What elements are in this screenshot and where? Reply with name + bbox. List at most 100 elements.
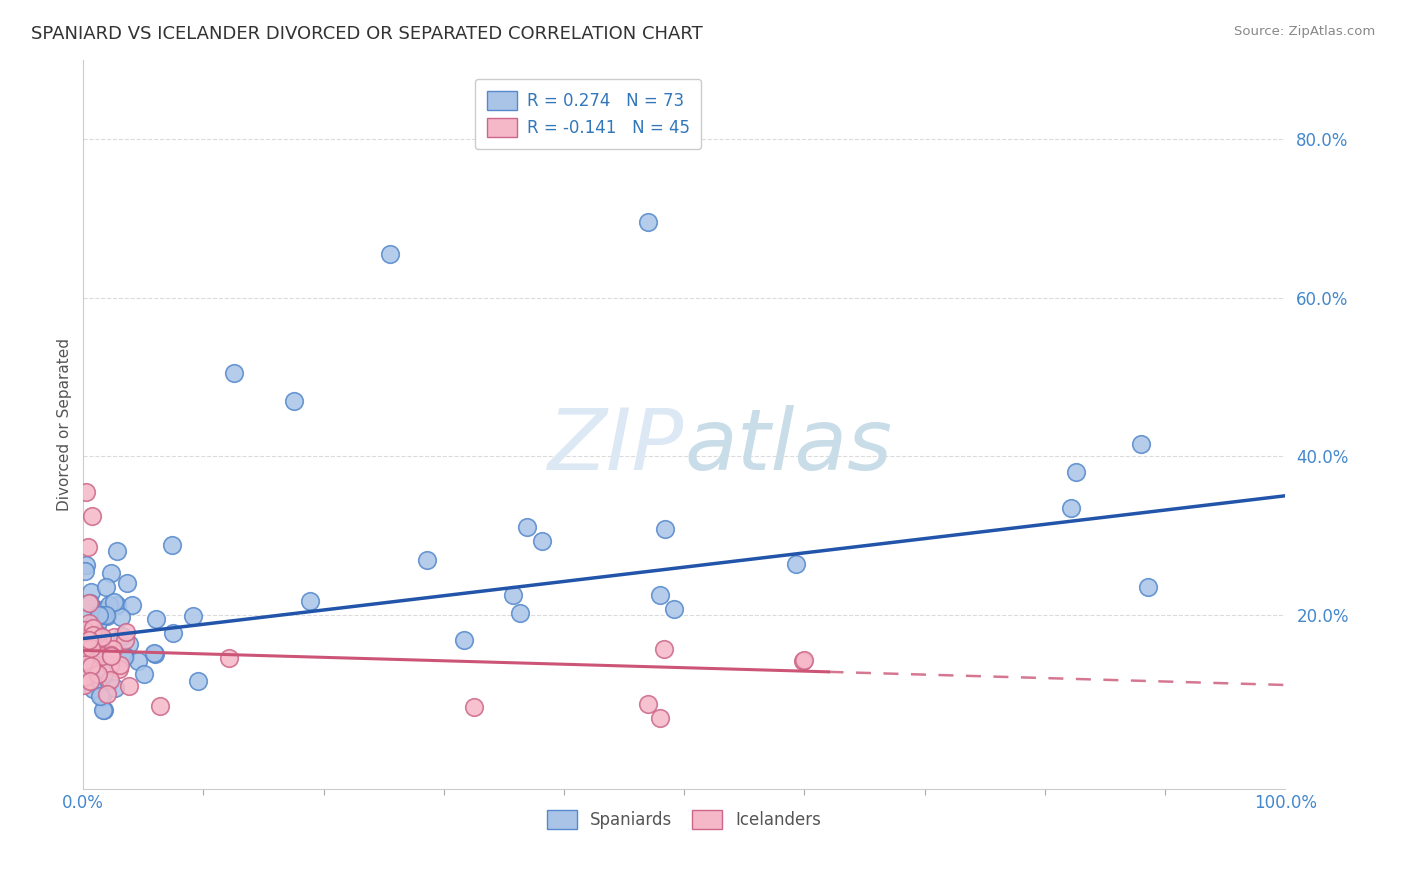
Point [93,703,115,717]
Point [453,632,475,647]
Point [82,628,104,642]
Point [86,678,108,692]
Point [218,650,240,665]
Point [86,618,108,632]
Point [75,484,97,499]
Point [94,580,117,594]
Point [112,649,135,664]
Point [96,679,118,693]
Point [100,648,122,663]
Point [108,657,131,672]
Point [516,519,538,533]
Point [79,616,101,631]
Point [83,614,105,628]
Point [105,544,128,558]
Point [100,648,122,663]
Point [87,666,110,681]
Point [77,665,100,679]
Point [91,630,114,644]
Point [283,393,305,408]
Point [90,644,112,658]
Point [80,640,103,655]
Point [162,626,184,640]
Point [114,648,136,663]
Point [94,607,117,622]
Point [79,596,101,610]
Point [127,654,149,668]
Point [79,596,101,610]
Point [73,624,96,638]
Point [1130,437,1153,451]
Point [73,654,96,668]
Point [89,689,111,703]
Point [121,599,143,613]
Point [509,607,531,621]
Point [93,605,115,619]
Y-axis label: Divorced or Separated: Divorced or Separated [58,338,72,511]
Point [793,653,815,667]
Point [785,557,807,571]
Point [222,366,245,380]
Point [530,533,553,548]
Point [187,674,209,689]
Point [463,699,485,714]
Text: Source: ZipAtlas.com: Source: ZipAtlas.com [1234,25,1375,38]
Point [91,703,114,717]
Point [637,215,659,229]
Point [650,588,672,602]
Point [75,654,97,668]
Point [73,678,96,692]
Point [97,598,120,612]
Point [75,558,97,573]
Point [75,670,97,684]
Point [104,681,127,695]
Point [1064,465,1087,479]
Point [96,608,118,623]
Point [416,553,439,567]
Point [90,603,112,617]
Point [86,632,108,646]
Point [110,610,132,624]
Point [101,642,124,657]
Point [650,711,672,725]
Point [82,621,104,635]
Point [96,687,118,701]
Point [90,649,112,664]
Point [107,598,129,612]
Point [77,541,100,555]
Point [103,595,125,609]
Point [86,627,108,641]
Point [73,640,96,654]
Point [662,602,685,616]
Point [73,652,96,666]
Text: ZIP: ZIP [548,405,685,488]
Legend: Spaniards, Icelanders: Spaniards, Icelanders [540,803,828,836]
Point [76,622,98,636]
Point [103,630,125,644]
Point [84,628,107,642]
Point [145,612,167,626]
Point [1060,501,1083,516]
Point [115,624,138,639]
Point [117,576,139,591]
Point [93,666,115,681]
Point [75,565,97,579]
Point [299,594,322,608]
Text: SPANIARD VS ICELANDER DIVORCED OR SEPARATED CORRELATION CHART: SPANIARD VS ICELANDER DIVORCED OR SEPARA… [31,25,703,43]
Point [80,508,103,523]
Point [82,656,104,670]
Point [654,522,676,536]
Point [114,633,136,648]
Point [160,538,183,552]
Point [83,615,105,629]
Point [108,662,131,676]
Point [111,629,134,643]
Text: atlas: atlas [685,405,893,488]
Point [378,247,401,261]
Point [89,628,111,642]
Point [134,667,156,681]
Point [118,637,141,651]
Point [77,633,100,648]
Point [117,679,139,693]
Point [80,659,103,673]
